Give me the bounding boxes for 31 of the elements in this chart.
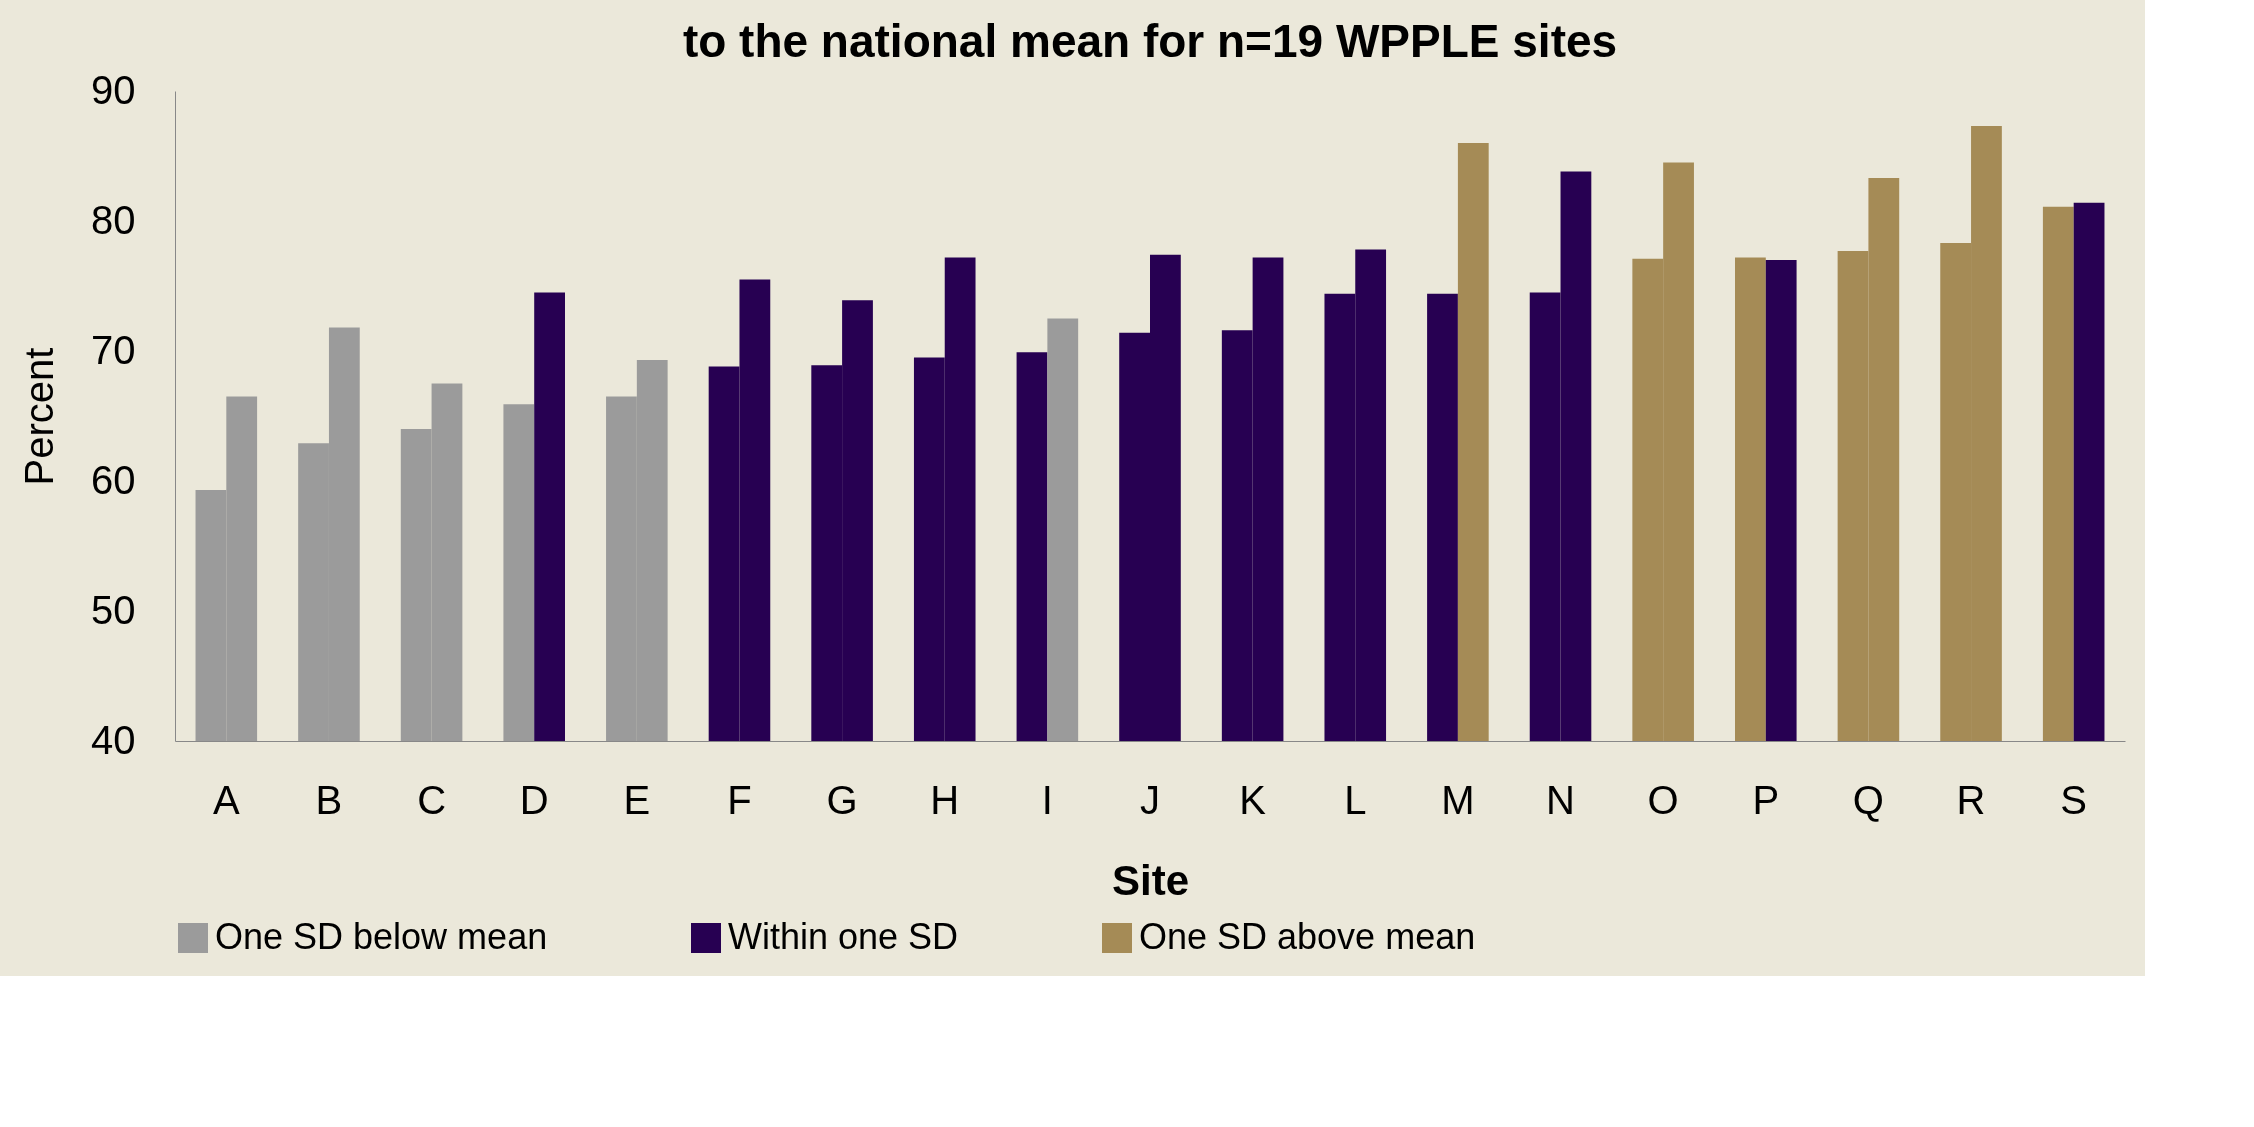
x-tick-label: H [930, 777, 960, 822]
x-tick-label: F [727, 777, 752, 822]
x-tick-label: A [212, 777, 240, 822]
x-tick-label: O [1647, 777, 1679, 822]
x-tick-label: P [1752, 777, 1780, 822]
x-tick-label: C [417, 777, 447, 822]
legend-label: Within one SD [728, 916, 959, 957]
x-tick-label: R [1956, 777, 1986, 822]
y-tick-label: 70 [91, 327, 136, 372]
x-tick-label: S [2060, 777, 2088, 822]
y-tick-label: 50 [91, 587, 136, 632]
y-axis-title: Percent [17, 347, 62, 486]
x-tick-label: L [1344, 777, 1367, 822]
x-tick-label: K [1239, 777, 1267, 822]
y-tick-label: 90 [91, 67, 136, 112]
y-tick-label: 60 [91, 457, 136, 502]
chart-title: to the national mean for n=19 WPPLE sites [682, 15, 1618, 67]
x-tick-label: M [1441, 777, 1475, 822]
x-tick-label: I [1041, 777, 1053, 822]
x-tick-label: J [1140, 777, 1160, 822]
x-axis-title: Site [1111, 856, 1190, 904]
y-tick-label: 80 [91, 197, 136, 242]
legend-label: One SD below mean [215, 916, 548, 957]
x-tick-label: Q [1852, 777, 1884, 822]
x-tick-label: N [1546, 777, 1575, 822]
x-tick-label: B [315, 777, 343, 822]
y-tick-label: 40 [91, 717, 136, 762]
legend-label: One SD above mean [1139, 916, 1476, 957]
x-tick-label: E [623, 777, 651, 822]
x-tick-label: D [519, 777, 549, 822]
x-tick-label: G [826, 777, 858, 822]
